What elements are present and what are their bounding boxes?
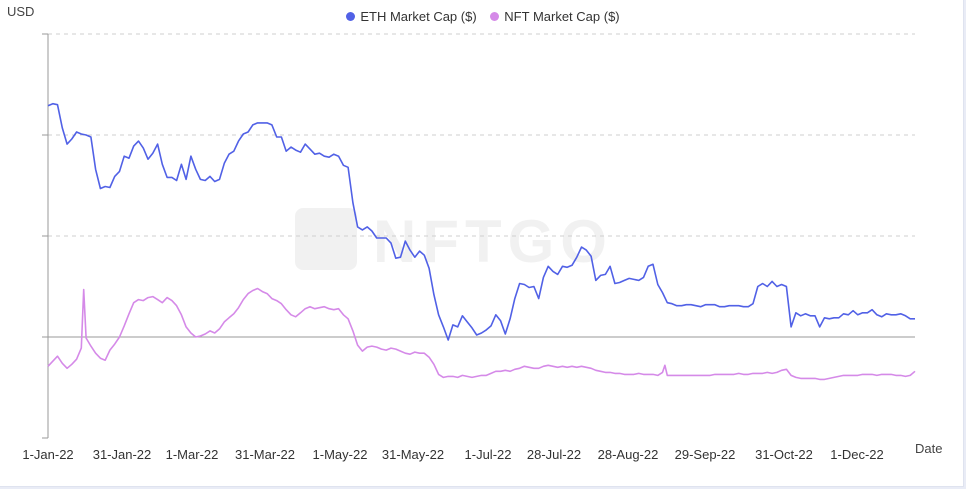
x-tick-label: 31-Oct-22: [755, 447, 813, 462]
x-tick-label: 31-Mar-22: [235, 447, 295, 462]
legend: ETH Market Cap ($) NFT Market Cap ($): [0, 9, 966, 24]
legend-dot-icon: [490, 12, 500, 21]
legend-label-nft: NFT Market Cap ($): [504, 9, 620, 24]
x-tick-label: 1-Jul-22: [465, 447, 512, 462]
eth-market-cap-line: [47, 102, 915, 341]
x-tick-label: 1-Jan-22: [22, 447, 73, 462]
y-axis-label: USD: [7, 4, 35, 19]
watermark-text: NFTGO: [373, 208, 613, 275]
nft-market-cap-line: [47, 287, 916, 381]
watermark-icon: [295, 208, 357, 270]
x-tick-label: 28-Aug-22: [598, 447, 659, 462]
x-tick-label: 1-Mar-22: [166, 447, 219, 462]
x-tick-label: 31-May-22: [382, 447, 444, 462]
x-tick-label: 31-Jan-22: [93, 447, 152, 462]
legend-label-eth: ETH Market Cap ($): [360, 9, 477, 24]
watermark-logo: NFTGO: [295, 207, 613, 276]
x-axis-label: Date: [915, 441, 943, 456]
x-tick-label: 1-Dec-22: [830, 447, 883, 462]
legend-item-eth[interactable]: ETH Market Cap ($): [346, 9, 477, 24]
legend-dot-icon: [346, 12, 356, 21]
legend-item-nft[interactable]: NFT Market Cap ($): [490, 9, 620, 24]
x-tick-label: 29-Sep-22: [675, 447, 736, 462]
x-tick-label: 28-Jul-22: [527, 447, 581, 462]
x-tick-label: 1-May-22: [313, 447, 368, 462]
